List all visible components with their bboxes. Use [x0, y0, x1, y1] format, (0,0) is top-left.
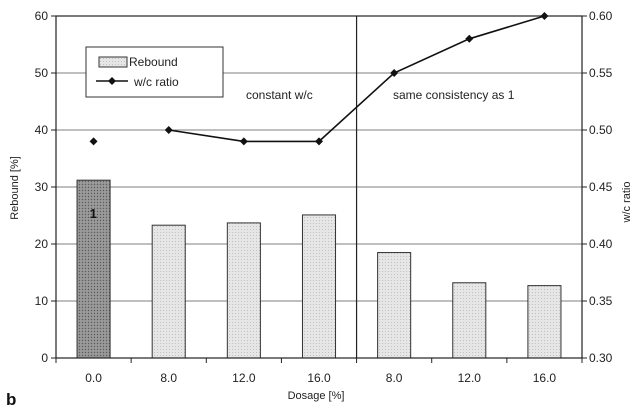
wc-ratio-line: [168, 15, 545, 143]
axis-ticks: 0 10 20 30 40 50 60 0.30 0.35 0.40 0.45 0.50 0.55 0.6…: [35, 9, 613, 385]
legend-box: [85, 46, 224, 98]
y-tick-label: 60: [35, 9, 49, 23]
x-tick-label: 12.0: [458, 371, 482, 385]
line-series: [89, 12, 549, 146]
wc-ratio-point: [390, 69, 399, 77]
wc-ratio-point: [315, 137, 323, 146]
bar: [226, 222, 261, 359]
bars: 1: [76, 179, 562, 359]
bar: [452, 282, 487, 359]
x-tick-label: 0.0: [85, 371, 102, 385]
y-tick-label: 50: [35, 66, 49, 80]
legend-rebound: Rebound: [129, 55, 178, 69]
x-tick-label: 8.0: [386, 371, 403, 385]
y-tick-label: 20: [35, 237, 49, 251]
y2-tick-label: 0.55: [589, 66, 613, 80]
y2-tick-label: 0.60: [589, 9, 613, 23]
wc-ratio-point: [239, 137, 248, 146]
bar: [527, 285, 562, 359]
y-tick-label: 40: [35, 123, 49, 137]
bar-label: 1: [90, 206, 97, 221]
x-tick-label: 16.0: [533, 371, 557, 385]
y2-tick-label: 0.50: [589, 123, 613, 137]
wc-ratio-point: [164, 126, 173, 134]
bar: [301, 214, 337, 359]
legend-wc-ratio: w/c ratio: [133, 75, 179, 89]
legend-bar-swatch: [98, 56, 128, 68]
y2-tick-label: 0.35: [589, 294, 613, 308]
y-tick-label: 0: [41, 351, 48, 365]
panel-label: b: [6, 390, 16, 407]
wc-ratio-point: [540, 12, 549, 20]
y-axis-label: Rebound [%]: [9, 156, 21, 220]
y2-tick-label: 0.40: [589, 237, 613, 251]
wc-ratio-point: [89, 137, 98, 146]
bar: [151, 224, 186, 359]
x-tick-label: 8.0: [160, 371, 177, 385]
y2-axis-label: w/c ratio: [621, 182, 633, 224]
bar: [76, 179, 111, 359]
legend: Rebound w/c ratio: [85, 46, 224, 98]
legend-diamond-marker: [108, 77, 116, 85]
x-tick-label: 12.0: [232, 371, 256, 385]
annotation-constant-wc: constant w/c: [246, 88, 313, 102]
x-axis-label: Dosage [%]: [288, 390, 345, 402]
wc-ratio-point: [465, 34, 474, 43]
x-tick-label: 16.0: [307, 371, 331, 385]
y2-tick-label: 0.30: [589, 351, 613, 365]
y-tick-label: 30: [35, 180, 49, 194]
y-tick-label: 10: [35, 294, 49, 308]
bar: [377, 252, 412, 359]
annotation-same-consistency: same consistency as 1: [393, 88, 515, 102]
y2-tick-label: 0.45: [589, 180, 613, 194]
